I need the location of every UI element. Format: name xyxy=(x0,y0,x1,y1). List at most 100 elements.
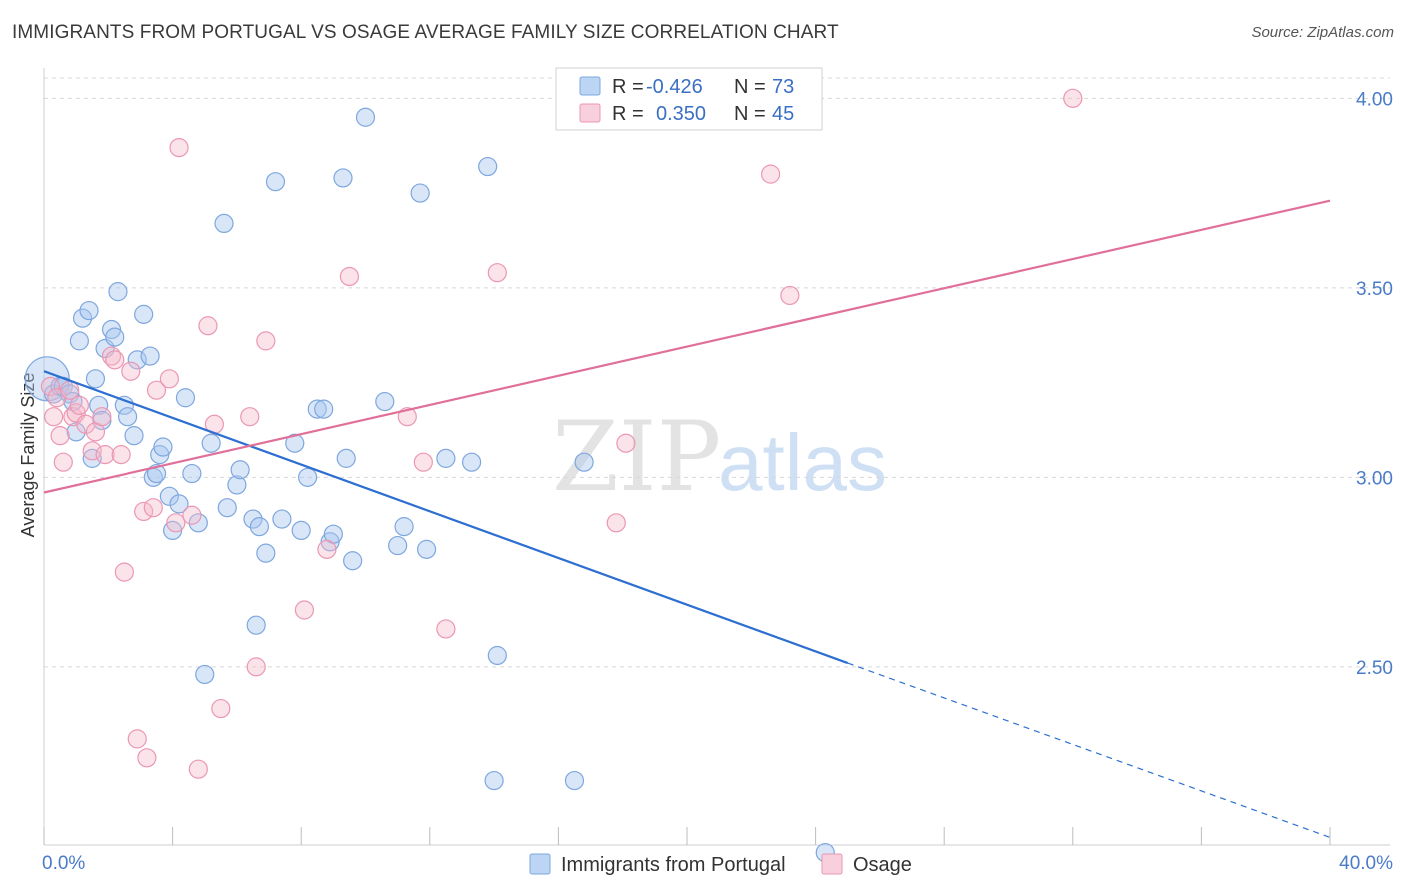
point-portugal-37 xyxy=(217,498,237,518)
point-portugal-64 xyxy=(478,156,498,177)
axes xyxy=(43,68,1390,846)
legend-swatch-osage xyxy=(579,103,601,123)
point-portugal-67 xyxy=(564,770,585,791)
point-portugal-55 xyxy=(343,551,363,571)
point-osage-32 xyxy=(240,407,260,427)
trendline-portugal xyxy=(43,370,849,665)
point-portugal-8 xyxy=(72,308,93,328)
legend-swatch-portugal xyxy=(579,76,601,96)
y-tick-labels: 2.50 3.00 3.50 4.00 xyxy=(1356,89,1393,679)
legend-r-label-2: R = xyxy=(612,103,644,125)
point-portugal-17 xyxy=(108,282,128,302)
y-tick-label-2: 3.50 xyxy=(1356,279,1393,300)
point-portugal-48 xyxy=(298,467,318,487)
point-osage-37 xyxy=(339,266,360,287)
watermark-atlas: atlas xyxy=(718,418,887,507)
point-portugal-11 xyxy=(85,369,106,389)
point-portugal-66 xyxy=(487,645,507,666)
gridlines xyxy=(44,77,1390,668)
point-portugal-30 xyxy=(169,494,189,514)
point-portugal-32 xyxy=(182,463,202,484)
point-portugal-40 xyxy=(243,509,263,529)
point-osage-13 xyxy=(95,445,115,465)
series-portugal-points xyxy=(24,107,835,863)
point-portugal-68 xyxy=(574,452,594,472)
point-portugal-53 xyxy=(333,168,353,188)
point-portugal-49 xyxy=(307,399,327,419)
point-portugal-27 xyxy=(153,437,173,457)
bottom-legend-swatch-osage xyxy=(821,853,843,875)
legend-bottom: Immigrants from Portugal Osage xyxy=(529,853,912,876)
point-osage-46 xyxy=(1063,88,1083,108)
point-osage-27 xyxy=(182,505,202,525)
trendline-portugal-extension xyxy=(847,662,1331,838)
point-osage-4 xyxy=(53,452,73,472)
point-portugal-39 xyxy=(230,460,250,480)
point-osage-42 xyxy=(606,513,626,533)
point-portugal-50 xyxy=(314,399,334,419)
y-tick-label-0: 2.50 xyxy=(1356,658,1393,679)
point-osage-23 xyxy=(146,380,167,400)
point-portugal-58 xyxy=(388,535,408,556)
point-portugal-31 xyxy=(175,388,196,408)
point-osage-28 xyxy=(188,759,208,779)
legend-r-value-1: -0.426 xyxy=(646,76,703,98)
point-portugal-18 xyxy=(114,395,134,415)
point-portugal-7 xyxy=(69,331,89,351)
point-portugal-33 xyxy=(188,513,208,533)
x-tick-label-max: 40.0% xyxy=(1339,853,1393,874)
legend-r-label-1: R = xyxy=(612,76,644,98)
point-portugal-22 xyxy=(134,304,154,324)
point-osage-24 xyxy=(159,369,179,389)
x-tick-labels: 0.0% 40.0% xyxy=(42,853,1393,874)
point-portugal-57 xyxy=(375,391,395,412)
point-portugal-61 xyxy=(416,539,437,559)
point-osage-45 xyxy=(780,285,800,306)
point-portugal-56 xyxy=(355,107,376,127)
point-osage-9 xyxy=(76,414,96,434)
point-osage-29 xyxy=(198,316,218,336)
legend-n-value-1: 73 xyxy=(772,76,794,98)
point-portugal-10 xyxy=(82,448,102,468)
point-osage-25 xyxy=(166,513,186,533)
point-osage-35 xyxy=(294,600,315,620)
point-osage-19 xyxy=(127,729,147,749)
watermark: ZIP atlas xyxy=(552,401,887,513)
point-osage-40 xyxy=(436,619,456,639)
series-osage-points xyxy=(40,88,1083,779)
point-portugal-43 xyxy=(256,543,276,563)
bottom-legend-label-osage: Osage xyxy=(853,854,912,876)
legend-n-label-1: N = xyxy=(734,76,766,98)
y-axis-label: Average Family Size xyxy=(18,373,38,538)
point-portugal-9 xyxy=(79,300,99,321)
point-portugal-12 xyxy=(89,395,109,415)
point-portugal-65 xyxy=(484,770,504,791)
point-osage-12 xyxy=(92,407,112,427)
point-portugal-28 xyxy=(159,486,179,506)
point-osage-1 xyxy=(44,407,64,427)
point-osage-43 xyxy=(616,433,636,453)
trendlines xyxy=(43,199,1331,838)
point-osage-36 xyxy=(317,539,337,559)
point-portugal-36 xyxy=(214,213,234,233)
y-tick-label-3: 4.00 xyxy=(1356,89,1393,110)
point-portugal-47 xyxy=(291,520,311,541)
bottom-legend-label-portugal: Immigrants from Portugal xyxy=(561,854,786,876)
trendline-osage xyxy=(43,199,1331,494)
point-portugal-19 xyxy=(117,407,138,427)
point-osage-17 xyxy=(114,562,134,582)
point-osage-34 xyxy=(256,331,276,351)
legend-r-value-2: 0.350 xyxy=(656,103,706,125)
point-portugal-62 xyxy=(436,448,456,468)
point-osage-44 xyxy=(760,164,781,184)
point-osage-0 xyxy=(40,376,61,396)
chart-title: IMMIGRANTS FROM PORTUGAL VS OSAGE AVERAG… xyxy=(12,22,839,43)
point-portugal-38 xyxy=(227,475,247,495)
watermark-zip: ZIP xyxy=(552,401,721,513)
point-portugal-20 xyxy=(124,426,144,446)
point-osage-41 xyxy=(487,263,507,283)
point-portugal-21 xyxy=(127,350,147,370)
point-osage-8 xyxy=(69,395,89,415)
legend-top: R = -0.426 N = 73 R = 0.350 N = 45 xyxy=(555,67,823,131)
